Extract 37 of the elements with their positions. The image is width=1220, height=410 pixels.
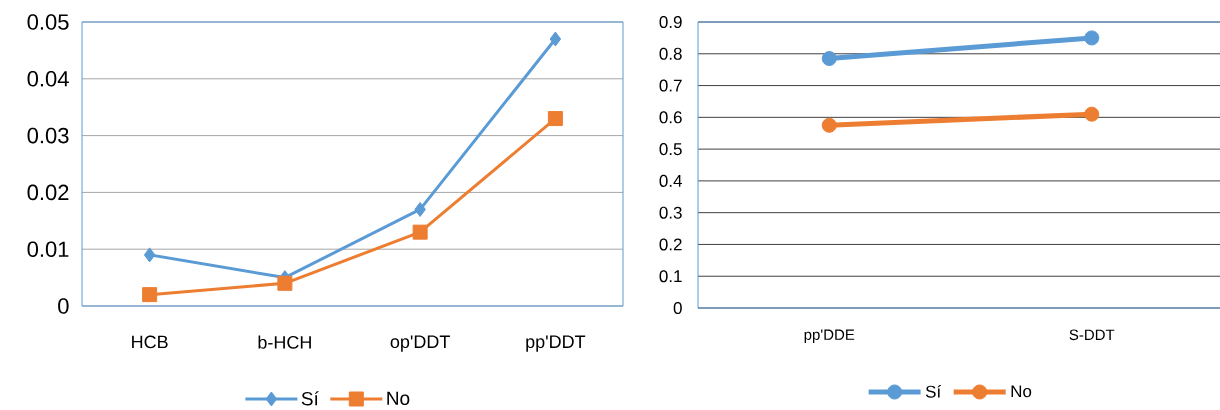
point bbox=[1084, 106, 1100, 122]
legend-label: Sí bbox=[301, 391, 319, 406]
point bbox=[414, 201, 426, 217]
x-tick-label: HCB bbox=[132, 335, 168, 349]
y-tick-label: 0.7 bbox=[659, 79, 682, 92]
legend-label: No bbox=[1011, 385, 1032, 398]
y-tick-label: 0.04 bbox=[27, 71, 69, 87]
point bbox=[143, 247, 156, 263]
y-tick-label: 0.05 bbox=[27, 14, 69, 30]
y-tick-label: 0.6 bbox=[659, 111, 682, 124]
legend-label: No bbox=[387, 391, 410, 405]
point bbox=[277, 275, 293, 291]
y-tick-label: 0.01 bbox=[27, 241, 69, 257]
point bbox=[412, 224, 428, 240]
y-tick-label: 0.4 bbox=[659, 174, 682, 187]
y-tick-label: 0.2 bbox=[659, 238, 682, 251]
point bbox=[821, 117, 837, 133]
y-tick-label: 0.3 bbox=[659, 206, 682, 219]
y-tick-label: 0 bbox=[673, 301, 682, 315]
point bbox=[142, 287, 158, 303]
y-tick-label: 0.1 bbox=[659, 270, 682, 283]
x-tick-label: pp'DDE bbox=[804, 329, 855, 343]
point bbox=[1084, 30, 1100, 46]
y-tick-label: 0.5 bbox=[659, 143, 682, 156]
y-tick-label: 0 bbox=[58, 298, 69, 314]
point bbox=[549, 31, 562, 47]
x-tick-label: S-DDT bbox=[1069, 329, 1115, 341]
legend-label: Sí bbox=[925, 384, 942, 398]
y-tick-label: 0.9 bbox=[659, 15, 682, 29]
x-tick-label: pp'DDT bbox=[526, 335, 586, 352]
point bbox=[547, 111, 563, 127]
point bbox=[821, 51, 837, 67]
x-tick-label: b-HCH bbox=[258, 335, 311, 349]
x-tick-label: op'DDT bbox=[390, 335, 450, 352]
y-tick-label: 0.02 bbox=[27, 184, 69, 201]
y-tick-label: 0.03 bbox=[27, 127, 69, 144]
y-tick-label: 0.8 bbox=[659, 47, 682, 60]
